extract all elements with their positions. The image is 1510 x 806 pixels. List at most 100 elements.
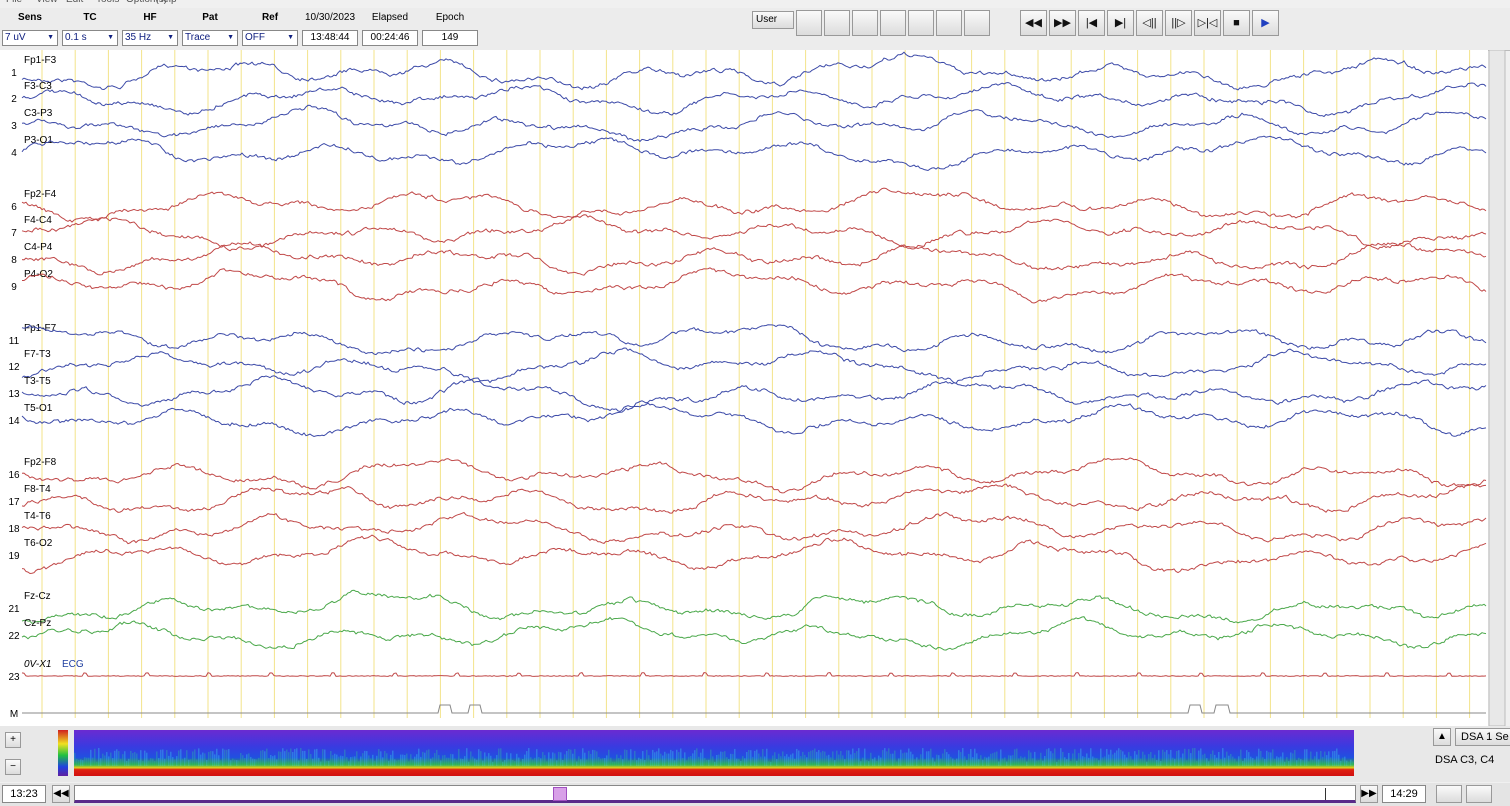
channel-number: 19 bbox=[8, 551, 20, 562]
tool-icon[interactable] bbox=[964, 10, 990, 36]
dsa-up[interactable]: ▲ bbox=[1433, 728, 1451, 746]
dsa-speck bbox=[520, 762, 522, 766]
nav-button[interactable]: ◀◀ bbox=[1020, 10, 1047, 36]
field-dropdown[interactable]: OFF ▼ bbox=[242, 30, 298, 46]
field-dropdown[interactable]: 35 Hz ▼ bbox=[122, 30, 178, 46]
dsa-speck bbox=[948, 754, 950, 766]
dsa-speck bbox=[90, 750, 92, 766]
dsa-speck bbox=[596, 751, 598, 766]
time[interactable]: 13:48:44 bbox=[302, 30, 358, 46]
dsa-speck bbox=[434, 753, 436, 766]
channel-number: 17 bbox=[8, 497, 20, 508]
zoom-in[interactable]: + bbox=[5, 732, 21, 748]
dsa-speck bbox=[642, 751, 644, 766]
tool-icon[interactable] bbox=[936, 10, 962, 36]
dsa-speck bbox=[394, 759, 396, 766]
dsa-speck bbox=[618, 758, 620, 766]
nav-button[interactable]: ▶▶ bbox=[1049, 10, 1076, 36]
dsa-speck bbox=[952, 759, 954, 766]
dsa-speck bbox=[1126, 757, 1128, 766]
menu-item[interactable]: Tools bbox=[96, 0, 119, 5]
tool-icon[interactable] bbox=[824, 10, 850, 36]
tool-icon[interactable] bbox=[908, 10, 934, 36]
dsa-speck bbox=[178, 751, 180, 766]
dropdown-arrow: ▼ bbox=[287, 31, 294, 45]
dsa-speck bbox=[494, 758, 496, 766]
dsa-speck bbox=[1038, 760, 1040, 766]
menu-item[interactable]: File bbox=[6, 0, 22, 5]
dsa-speck bbox=[270, 755, 272, 766]
user-dropdown[interactable]: User bbox=[752, 11, 794, 29]
dsa-speck bbox=[106, 752, 108, 766]
dropdown-arrow: ▼ bbox=[107, 31, 114, 45]
dsa-speck bbox=[972, 757, 974, 766]
field-label: Sens bbox=[2, 12, 58, 23]
channel-number: 2 bbox=[11, 94, 17, 105]
dsa-speck bbox=[1252, 758, 1254, 766]
dsa-speck bbox=[1098, 760, 1100, 766]
channel-extra: ECG bbox=[62, 659, 84, 670]
zoom-out[interactable]: − bbox=[5, 759, 21, 775]
nav-button[interactable]: ||▷ bbox=[1165, 10, 1192, 36]
field-dropdown[interactable]: 0.1 s ▼ bbox=[62, 30, 118, 46]
dsa-speck bbox=[1094, 758, 1096, 766]
menu-item[interactable]: Edit bbox=[66, 0, 83, 5]
nav-button[interactable]: ▶ bbox=[1252, 10, 1279, 36]
dsa-speck bbox=[410, 754, 412, 766]
dsa-speck bbox=[1142, 752, 1144, 766]
dsa-speck bbox=[1106, 749, 1108, 766]
slider-thumb[interactable] bbox=[553, 787, 567, 801]
timeline-slider[interactable] bbox=[74, 785, 1356, 803]
nav-button[interactable]: ◁|| bbox=[1136, 10, 1163, 36]
channel-label: Fp2-F8 bbox=[24, 457, 57, 468]
nav-button[interactable]: ■ bbox=[1223, 10, 1250, 36]
dsa-speck bbox=[310, 754, 312, 766]
dsa-speck bbox=[762, 749, 764, 766]
dsa-speck bbox=[770, 762, 772, 766]
view-btn-1[interactable] bbox=[1436, 785, 1462, 803]
nav-button[interactable]: |◀ bbox=[1078, 10, 1105, 36]
dsa-title[interactable]: DSA 1 Se bbox=[1455, 728, 1510, 746]
dsa-speck bbox=[854, 753, 856, 766]
dsa-speck bbox=[400, 755, 402, 766]
tool-icon[interactable] bbox=[852, 10, 878, 36]
dsa-speck bbox=[1004, 757, 1006, 766]
elapsed[interactable]: 00:24:46 bbox=[362, 30, 418, 46]
menu-item[interactable]: View bbox=[36, 0, 58, 5]
field-dropdown[interactable]: 7 uV ▼ bbox=[2, 30, 58, 46]
dsa-speck bbox=[576, 762, 578, 766]
dsa-speck bbox=[502, 762, 504, 766]
dsa-speck bbox=[722, 752, 724, 766]
rewind[interactable]: ◀◀ bbox=[52, 785, 70, 803]
dsa-speck bbox=[1174, 759, 1176, 766]
dsa-speck bbox=[792, 753, 794, 766]
tool-icon[interactable] bbox=[796, 10, 822, 36]
dsa-speck bbox=[1200, 748, 1202, 766]
dsa-speck bbox=[534, 758, 536, 766]
channel-number: 9 bbox=[11, 282, 17, 293]
dsa-speck bbox=[904, 752, 906, 766]
dsa-speck bbox=[986, 758, 988, 766]
dsa-speck bbox=[626, 750, 628, 766]
epoch[interactable]: 149 bbox=[422, 30, 478, 46]
dsa-speck bbox=[942, 753, 944, 766]
dsa-speck bbox=[202, 753, 204, 766]
nav-button[interactable]: ▷|◁ bbox=[1194, 10, 1221, 36]
dsa-speck bbox=[108, 756, 110, 766]
nav-button[interactable]: ▶| bbox=[1107, 10, 1134, 36]
forward[interactable]: ▶▶ bbox=[1360, 785, 1378, 803]
dsa-speck bbox=[350, 757, 352, 766]
view-btn-2[interactable] bbox=[1466, 785, 1492, 803]
dsa-speck bbox=[82, 760, 84, 766]
field-dropdown[interactable]: Trace ▼ bbox=[182, 30, 238, 46]
tool-icon[interactable] bbox=[880, 10, 906, 36]
dsa-speck bbox=[698, 757, 700, 766]
dsa-speck bbox=[646, 750, 648, 766]
dsa-speck bbox=[1134, 751, 1136, 766]
dsa-speck bbox=[834, 760, 836, 766]
menu-item[interactable]: Help bbox=[156, 0, 177, 5]
dsa-speck bbox=[920, 754, 922, 766]
dsa-speck bbox=[990, 754, 992, 766]
channel-number: 16 bbox=[8, 470, 20, 481]
dsa-speck bbox=[222, 749, 224, 766]
